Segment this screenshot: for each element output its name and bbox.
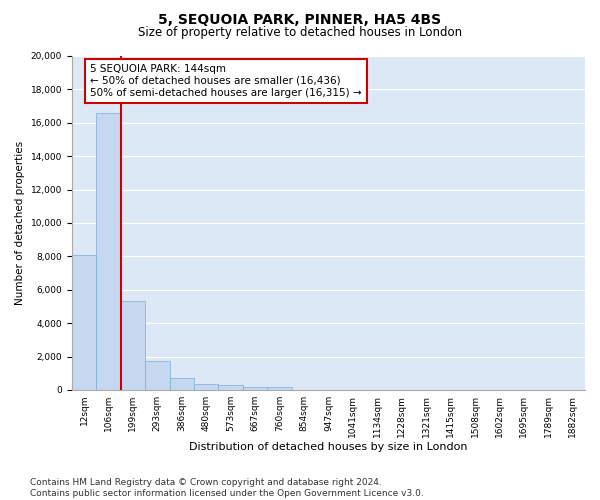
Text: 5 SEQUOIA PARK: 144sqm
← 50% of detached houses are smaller (16,436)
50% of semi: 5 SEQUOIA PARK: 144sqm ← 50% of detached… <box>90 64 361 98</box>
Bar <box>121 302 145 390</box>
Bar <box>145 360 170 390</box>
Text: Size of property relative to detached houses in London: Size of property relative to detached ho… <box>138 26 462 39</box>
Bar <box>267 387 292 390</box>
Bar <box>243 386 267 390</box>
X-axis label: Distribution of detached houses by size in London: Distribution of detached houses by size … <box>189 442 467 452</box>
Bar <box>194 384 218 390</box>
Text: Contains HM Land Registry data © Crown copyright and database right 2024.
Contai: Contains HM Land Registry data © Crown c… <box>30 478 424 498</box>
Bar <box>96 113 121 390</box>
Bar <box>218 386 243 390</box>
Bar <box>72 254 96 390</box>
Text: 5, SEQUOIA PARK, PINNER, HA5 4BS: 5, SEQUOIA PARK, PINNER, HA5 4BS <box>158 12 442 26</box>
Y-axis label: Number of detached properties: Number of detached properties <box>15 141 25 305</box>
Bar <box>170 378 194 390</box>
